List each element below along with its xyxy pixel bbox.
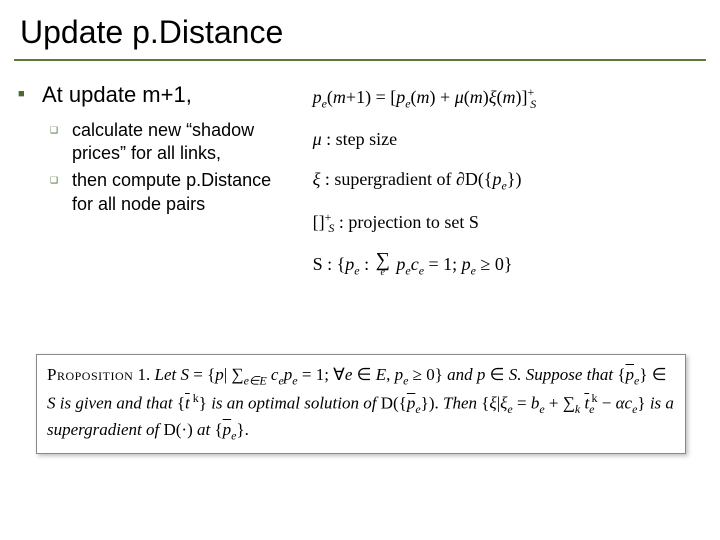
bullet-l2b-text: then compute p.Distance for all node pai…: [72, 169, 293, 216]
equation-setS: S : {pe : ∑e pece = 1; pe ≥ 0}: [313, 253, 702, 279]
hollow-square-icon: ❑: [50, 119, 72, 166]
right-column: pe(m+1) = [pe(m) + μ(m)ξ(m)]+S μ : step …: [303, 81, 702, 295]
square-bullet-icon: ■: [18, 81, 42, 109]
hollow-square-icon: ❑: [50, 169, 72, 216]
content-area: ■ At update m+1, ❑ calculate new “shadow…: [0, 61, 720, 295]
bullet-level1: ■ At update m+1,: [18, 81, 293, 109]
bullet-l1-text: At update m+1,: [42, 81, 192, 109]
bullet-level2: ❑ then compute p.Distance for all node p…: [50, 169, 293, 216]
equation-xi: ξ : supergradient of ∂D({pe}): [313, 168, 702, 194]
left-column: ■ At update m+1, ❑ calculate new “shadow…: [18, 81, 303, 295]
bullet-level2: ❑ calculate new “shadow prices” for all …: [50, 119, 293, 166]
equation-mu: μ : step size: [313, 128, 702, 151]
equation-update: pe(m+1) = [pe(m) + μ(m)ξ(m)]+S: [313, 85, 702, 112]
proposition-box: Proposition 1. Let S = {p| ∑e∈E cepe = 1…: [36, 354, 686, 454]
page-title: Update p.Distance: [20, 14, 700, 51]
bullet-l2a-text: calculate new “shadow prices” for all li…: [72, 119, 293, 166]
equation-proj: []+S : projection to set S: [313, 210, 702, 237]
